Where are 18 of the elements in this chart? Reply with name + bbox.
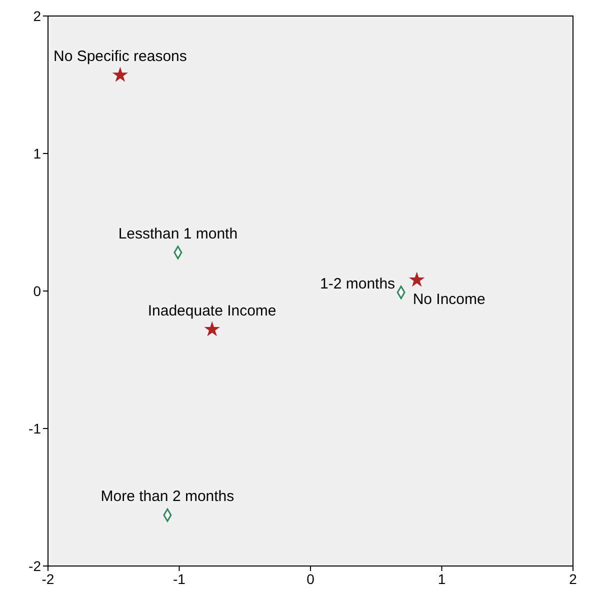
- annotation: 1-2 months: [320, 275, 396, 292]
- annotation: Lessthan 1 month: [118, 226, 238, 242]
- annotation: More than 2 months: [100, 488, 234, 506]
- x-tick-label: 0: [306, 571, 315, 587]
- x-tick-label: -1: [173, 571, 186, 587]
- annotation: Inadequate Income: [148, 302, 276, 320]
- annotation: No Income: [412, 291, 486, 308]
- y-tick-label: 1: [33, 145, 42, 162]
- y-tick-label: 0: [33, 282, 42, 299]
- point: [205, 322, 219, 336]
- point: [113, 68, 128, 82]
- y-tick-label: 2: [33, 8, 42, 24]
- y-tick-label: -2: [28, 558, 42, 574]
- x-tick-label: 2: [569, 571, 578, 587]
- y-tick-label: -1: [28, 420, 42, 436]
- annotation: No Specific reasons: [53, 48, 187, 66]
- point: [410, 272, 424, 286]
- x-tick-label: 1: [438, 571, 446, 587]
